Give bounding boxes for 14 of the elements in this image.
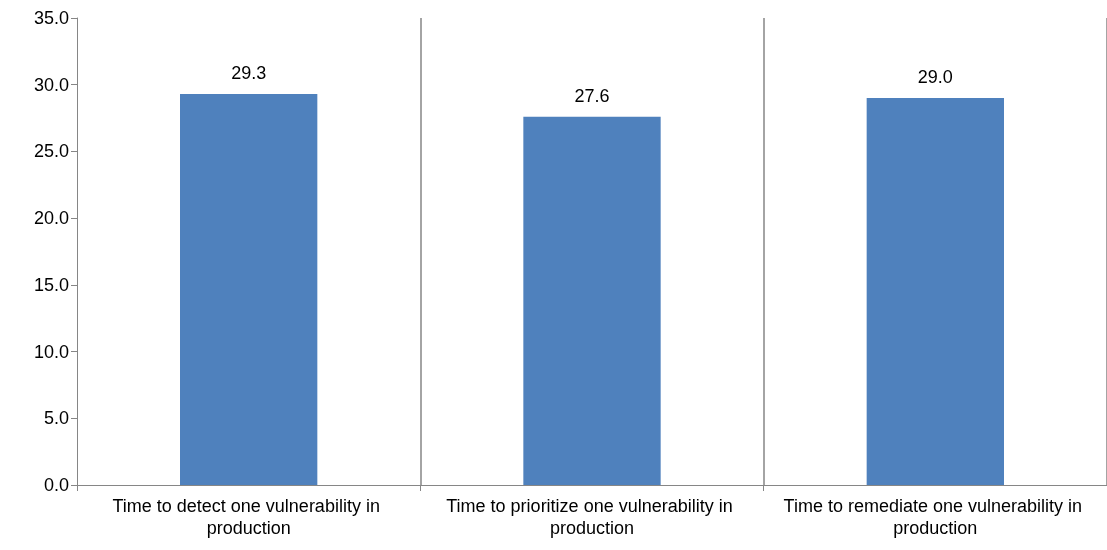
y-tick-label: 5.0 (43, 408, 69, 429)
x-tick-label: Time to detect one vulnerability in production (112, 496, 385, 538)
y-tick-label: 35.0 (33, 8, 69, 28)
x-tick-label: Time to remediate one vulnerability in production (783, 496, 1088, 538)
y-tick-label: 25.0 (33, 141, 69, 162)
y-tick-label: 10.0 (33, 341, 69, 362)
data-label: 29.0 (917, 67, 953, 88)
y-tick-label: 20.0 (33, 208, 69, 229)
data-label: 29.3 (231, 63, 267, 84)
y-tick-label: 0.0 (43, 475, 69, 495)
y-tick-label: 30.0 (33, 74, 69, 95)
y-tick-label: 15.0 (33, 274, 69, 295)
data-label: 27.6 (574, 85, 610, 106)
x-tick-label: Time to prioritize one vulnerability in production (446, 496, 738, 538)
